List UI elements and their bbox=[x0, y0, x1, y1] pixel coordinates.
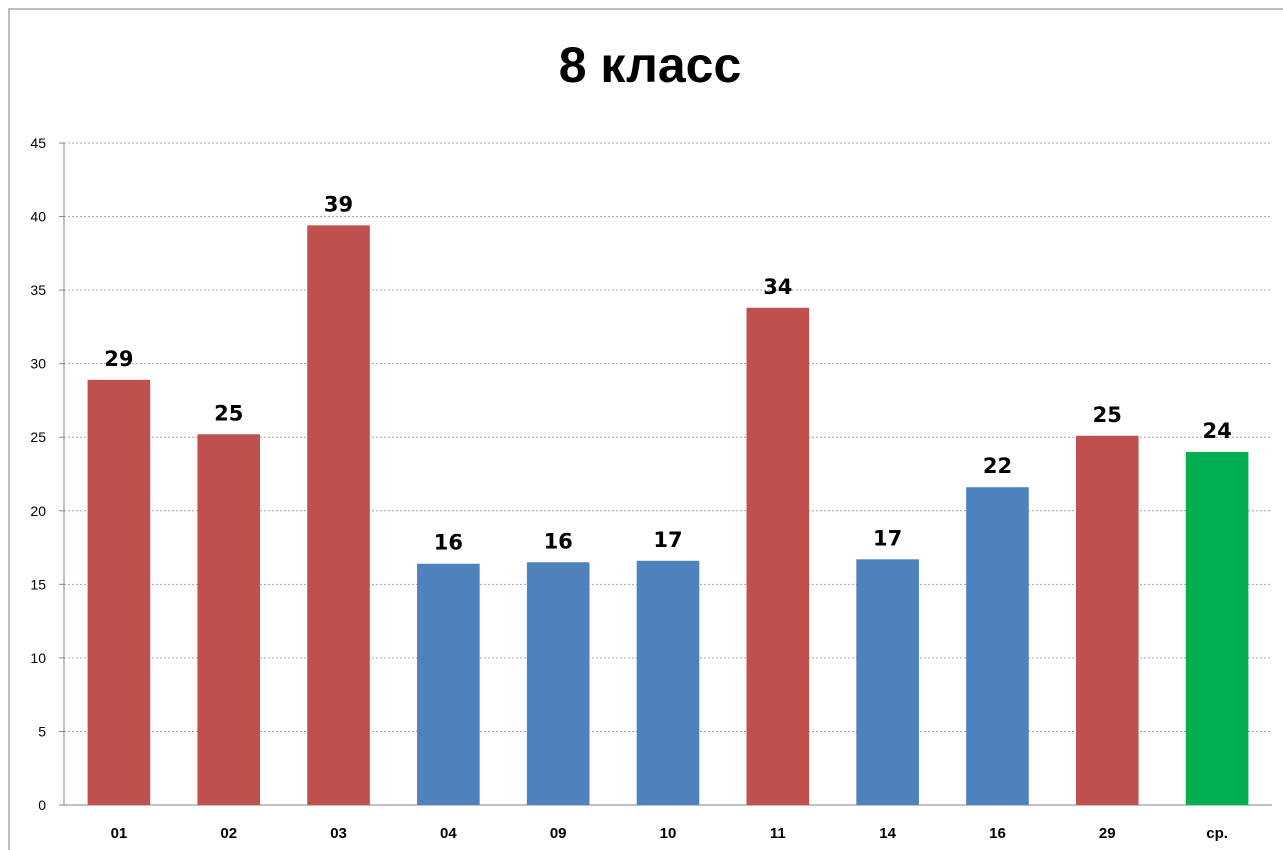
bar-02 bbox=[197, 434, 261, 805]
data-label: 25 bbox=[1093, 403, 1122, 427]
data-label: 17 bbox=[653, 528, 682, 552]
bar-ср bbox=[1185, 451, 1249, 805]
data-label: 39 bbox=[324, 192, 353, 216]
x-tick-label: 11 bbox=[770, 825, 786, 842]
y-tick-label: 35 bbox=[30, 282, 46, 298]
x-tick-label: ср. bbox=[1206, 825, 1228, 842]
x-tick-label: 02 bbox=[220, 825, 237, 842]
y-tick-labels: 0 5 10 15 20 25 30 35 40 45 bbox=[30, 135, 46, 813]
bar-03 bbox=[307, 225, 370, 806]
data-label: 34 bbox=[763, 275, 792, 299]
bar-10 bbox=[636, 560, 700, 805]
x-tick-label: 29 bbox=[1099, 825, 1116, 842]
x-tick-labels: 01 02 03 04 09 10 11 14 16 29 ср. bbox=[111, 825, 1228, 842]
x-tick-label: 16 bbox=[989, 825, 1006, 842]
data-label: 29 bbox=[104, 347, 133, 371]
x-tick-label: 01 bbox=[111, 825, 128, 842]
x-tick-label: 04 bbox=[440, 825, 457, 842]
bars bbox=[87, 225, 1249, 806]
bar-01 bbox=[87, 379, 151, 805]
y-tick-label: 20 bbox=[30, 503, 46, 519]
x-tick-label: 10 bbox=[660, 825, 677, 842]
bar-11 bbox=[746, 307, 810, 805]
y-tick-label: 30 bbox=[30, 356, 46, 372]
y-tick-label: 10 bbox=[30, 650, 46, 666]
data-label: 16 bbox=[434, 531, 463, 555]
bar-29 bbox=[1075, 435, 1139, 805]
data-label: 17 bbox=[873, 526, 902, 550]
chart-title: 8 класс bbox=[558, 37, 742, 93]
bar-14 bbox=[856, 559, 919, 805]
y-tick-label: 45 bbox=[30, 135, 46, 151]
data-label: 16 bbox=[544, 529, 573, 553]
x-tick-label: 03 bbox=[330, 825, 347, 842]
y-tick-label: 5 bbox=[38, 723, 46, 739]
y-tick-label: 40 bbox=[30, 209, 46, 225]
y-tick-label: 0 bbox=[38, 797, 46, 813]
y-tick-label: 25 bbox=[30, 429, 46, 445]
bar-04 bbox=[417, 563, 480, 805]
x-tick-label: 14 bbox=[879, 825, 896, 842]
data-label: 22 bbox=[983, 454, 1012, 478]
data-labels: 29 25 39 16 16 17 34 17 22 25 24 bbox=[104, 192, 1231, 554]
bar-09 bbox=[526, 562, 590, 805]
x-tick-label: 09 bbox=[550, 825, 567, 842]
data-label: 25 bbox=[214, 401, 243, 425]
y-tick-label: 15 bbox=[30, 576, 46, 592]
bar-16 bbox=[966, 487, 1029, 805]
data-label: 24 bbox=[1202, 419, 1231, 443]
